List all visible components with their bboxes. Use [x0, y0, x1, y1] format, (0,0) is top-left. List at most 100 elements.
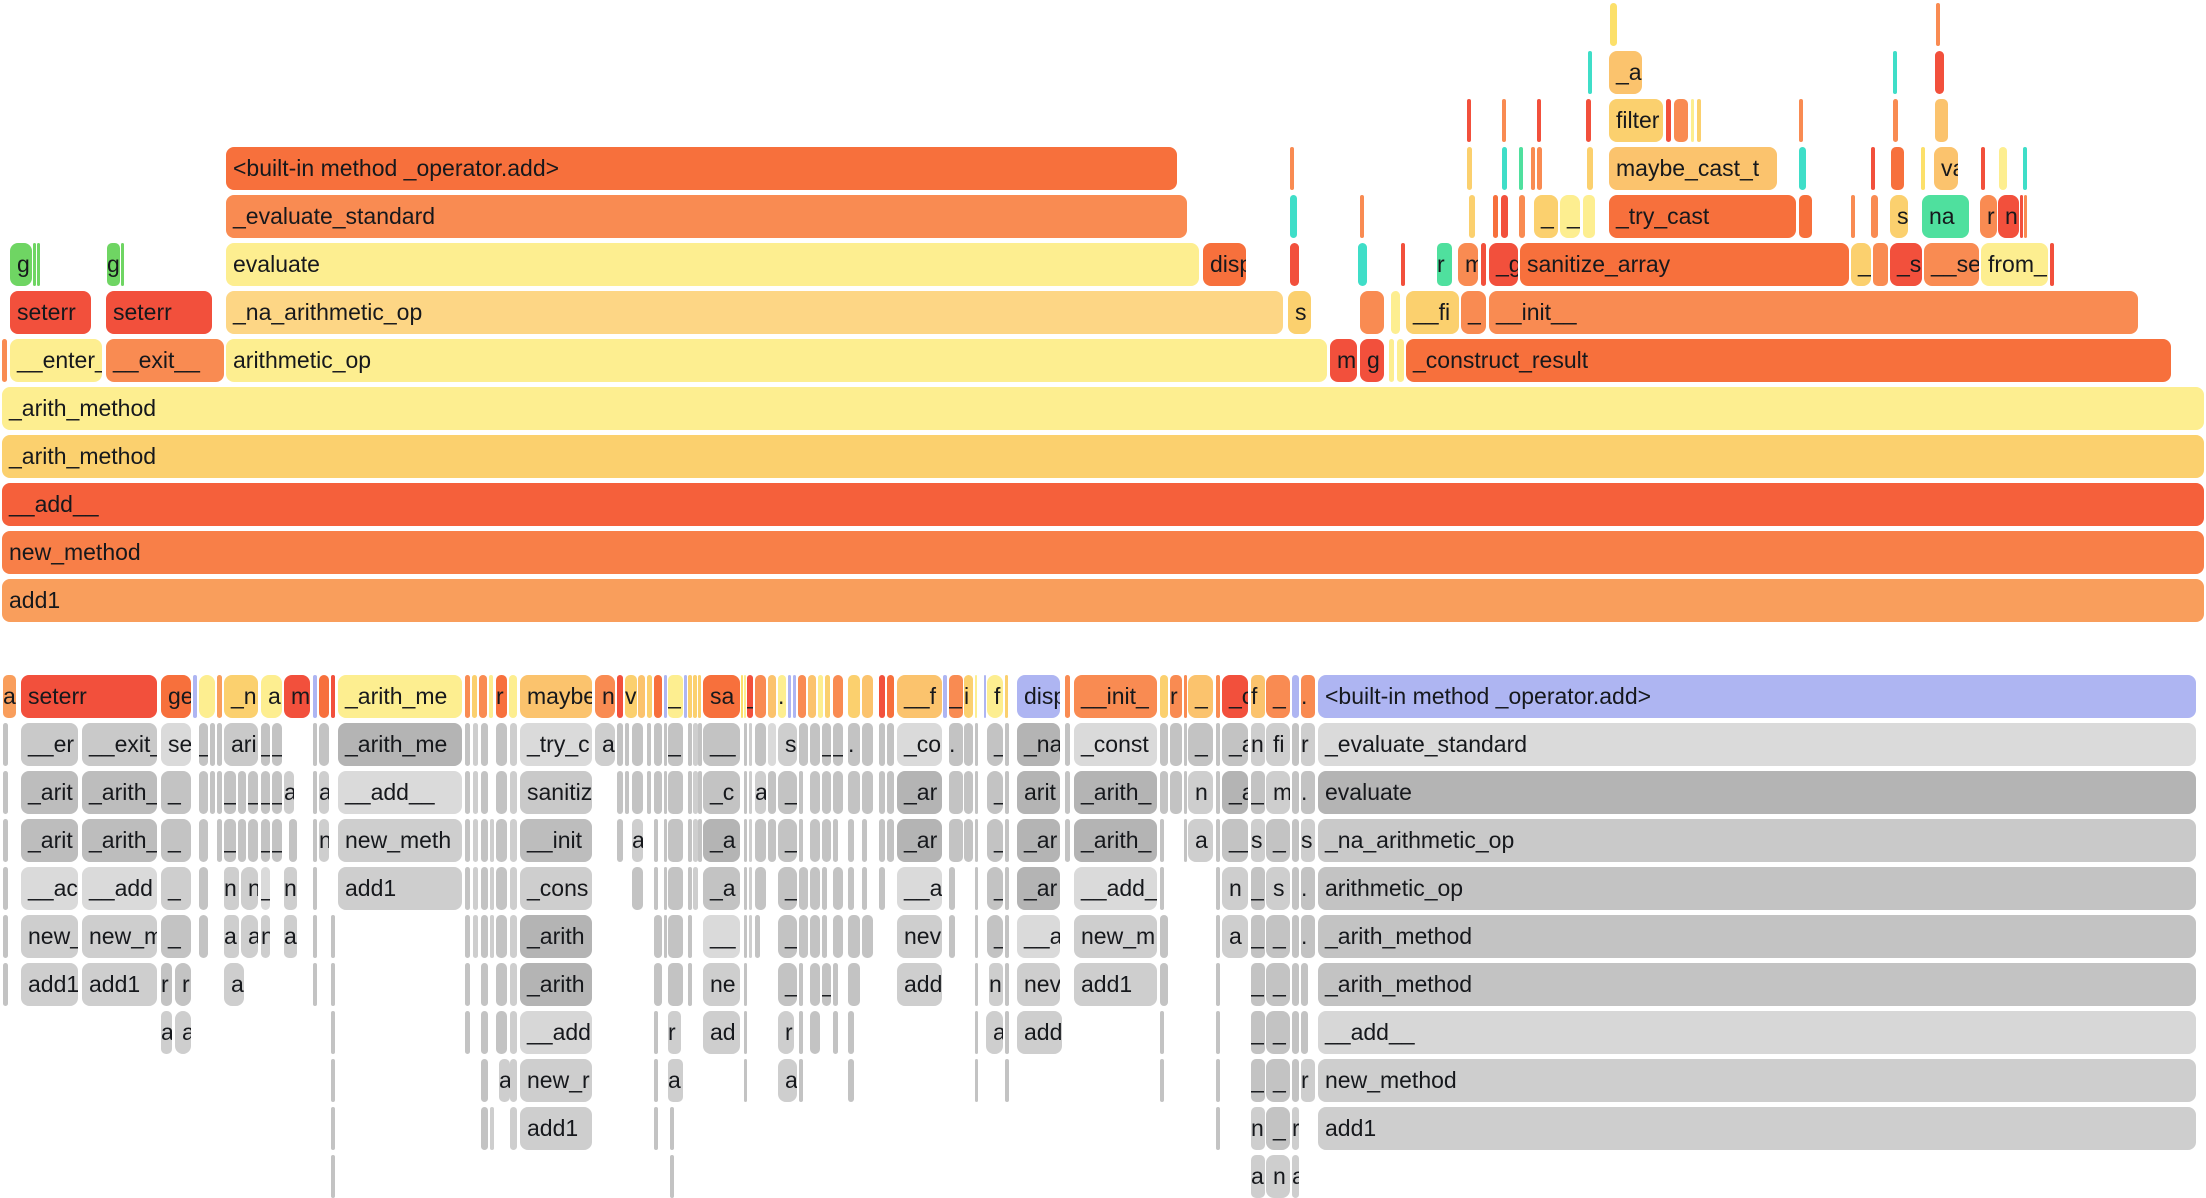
- frame[interactable]: [647, 723, 651, 766]
- frame[interactable]: [1586, 99, 1591, 142]
- frame[interactable]: [510, 819, 517, 862]
- frame[interactable]: [481, 1059, 488, 1102]
- frame[interactable]: [510, 771, 517, 814]
- frame[interactable]: _ar: [1017, 819, 1060, 862]
- frame[interactable]: [1935, 51, 1944, 94]
- frame[interactable]: [1005, 771, 1009, 814]
- frame[interactable]: [887, 771, 894, 814]
- frame[interactable]: _ar: [897, 819, 942, 862]
- frame[interactable]: .: [1301, 867, 1315, 910]
- frame[interactable]: _const: [1074, 723, 1157, 766]
- frame[interactable]: _: [987, 867, 1003, 910]
- frame[interactable]: new_meth: [338, 819, 462, 862]
- frame[interactable]: [473, 819, 478, 862]
- frame[interactable]: [1290, 195, 1297, 238]
- frame[interactable]: [313, 771, 317, 814]
- frame[interactable]: _: [1188, 723, 1213, 766]
- frame[interactable]: ne: [703, 963, 740, 1006]
- frame[interactable]: a: [755, 771, 766, 814]
- frame[interactable]: [472, 675, 477, 718]
- frame[interactable]: [799, 915, 808, 958]
- frame[interactable]: [465, 963, 470, 1006]
- frame[interactable]: i: [964, 675, 973, 718]
- frame[interactable]: _na_arithmetic_op: [1318, 819, 2196, 862]
- frame[interactable]: [755, 723, 766, 766]
- frame[interactable]: [331, 675, 335, 718]
- frame[interactable]: [1216, 723, 1220, 766]
- frame[interactable]: a: [632, 819, 643, 862]
- frame[interactable]: _a: [703, 819, 740, 862]
- frame[interactable]: [289, 819, 297, 862]
- frame[interactable]: [793, 675, 796, 718]
- frame[interactable]: [331, 1011, 335, 1054]
- frame[interactable]: _: [822, 963, 831, 1006]
- frame[interactable]: .: [1301, 915, 1315, 958]
- frame[interactable]: [810, 963, 820, 1006]
- frame[interactable]: [199, 867, 208, 910]
- frame[interactable]: [3, 867, 8, 910]
- frame[interactable]: _: [261, 771, 270, 814]
- frame[interactable]: [698, 675, 701, 718]
- frame[interactable]: _: [1266, 1059, 1290, 1102]
- frame[interactable]: ad: [284, 915, 297, 958]
- frame[interactable]: n: [224, 867, 239, 910]
- frame[interactable]: [1216, 771, 1220, 814]
- frame[interactable]: _a: [1609, 51, 1642, 94]
- frame[interactable]: [1921, 147, 1925, 190]
- frame[interactable]: [1501, 195, 1508, 238]
- frame[interactable]: [510, 915, 517, 958]
- frame[interactable]: r: [778, 1011, 794, 1054]
- frame[interactable]: [848, 675, 860, 718]
- frame[interactable]: [1292, 915, 1299, 958]
- frame[interactable]: [617, 819, 623, 862]
- frame[interactable]: [1184, 675, 1187, 718]
- frame[interactable]: [489, 675, 493, 718]
- frame[interactable]: seterr: [21, 675, 157, 718]
- frame[interactable]: [810, 867, 820, 910]
- frame[interactable]: [664, 867, 667, 910]
- frame[interactable]: [833, 963, 838, 1006]
- frame[interactable]: _: [747, 675, 753, 718]
- frame[interactable]: [496, 915, 507, 958]
- frame[interactable]: [1005, 675, 1008, 718]
- frame[interactable]: filter: [1609, 99, 1663, 142]
- frame[interactable]: [688, 963, 692, 1006]
- frame[interactable]: [798, 675, 806, 718]
- frame[interactable]: nev: [1017, 963, 1060, 1006]
- frame[interactable]: [654, 1011, 658, 1054]
- frame[interactable]: _: [778, 771, 797, 814]
- frame[interactable]: [810, 1011, 820, 1054]
- frame[interactable]: _c: [1222, 675, 1248, 718]
- frame[interactable]: r: [1980, 195, 1997, 238]
- frame[interactable]: [2050, 243, 2054, 286]
- frame[interactable]: __: [703, 915, 740, 958]
- frame[interactable]: [496, 1011, 507, 1054]
- frame[interactable]: [1871, 195, 1878, 238]
- frame[interactable]: [1005, 1011, 1009, 1054]
- frame[interactable]: r: [1292, 1107, 1299, 1150]
- frame[interactable]: a: [1222, 915, 1248, 958]
- frame[interactable]: [1493, 195, 1498, 238]
- frame[interactable]: _: [1251, 1011, 1265, 1054]
- frame[interactable]: [822, 915, 827, 958]
- frame[interactable]: _: [668, 675, 683, 718]
- frame[interactable]: [331, 1107, 335, 1150]
- frame[interactable]: r: [496, 675, 507, 718]
- frame[interactable]: [799, 1011, 803, 1054]
- frame[interactable]: _a: [224, 771, 236, 814]
- frame[interactable]: a: [284, 771, 294, 814]
- frame[interactable]: _s: [1890, 243, 1922, 286]
- frame[interactable]: __fi: [1406, 291, 1459, 334]
- frame[interactable]: [862, 819, 867, 862]
- frame[interactable]: [654, 867, 658, 910]
- frame[interactable]: add: [1017, 1011, 1062, 1054]
- frame[interactable]: [1005, 915, 1009, 958]
- frame[interactable]: [510, 1011, 517, 1054]
- frame[interactable]: [1467, 147, 1472, 190]
- frame[interactable]: __add_: [1074, 867, 1157, 910]
- frame[interactable]: [984, 675, 986, 718]
- frame[interactable]: [217, 819, 222, 862]
- frame[interactable]: [481, 1011, 488, 1054]
- frame[interactable]: _: [778, 915, 797, 958]
- frame[interactable]: s: [1890, 195, 1908, 238]
